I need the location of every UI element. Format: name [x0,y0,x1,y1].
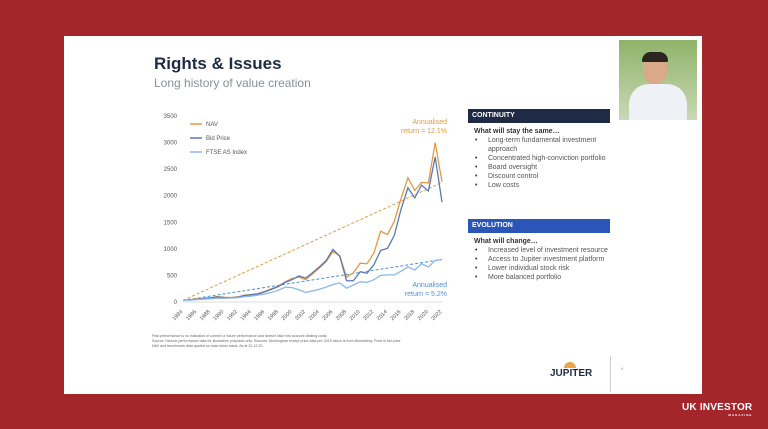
x-tick-label: 2018 [403,309,416,322]
y-tick-label: 1500 [164,220,178,226]
continuity-list: Long-term fundamental investment approac… [474,136,610,190]
continuity-header: CONTINUITY [468,109,610,123]
x-tick-label: 2004 [308,309,321,322]
x-tick-label: 2012 [362,309,375,322]
list-item: Concentrated high-conviction portfolio [474,154,610,163]
x-tick-label: 1984 [172,309,185,322]
annotation: Annualised [412,282,447,289]
slide-title: Rights & Issues [154,54,282,73]
divider [610,356,611,392]
page-number: 4 [621,366,624,371]
annotation: return = 5.2% [405,291,447,298]
x-tick-label: 2006 [321,309,334,322]
x-tick-label: 1990 [212,309,225,322]
trendline [182,258,443,301]
x-tick-label: 2002 [294,309,307,322]
list-item: Access to Jupiter investment platform [474,255,610,264]
y-tick-label: 3500 [164,114,178,120]
x-tick-label: 2010 [349,309,362,322]
x-tick-label: 1992 [226,309,239,322]
presenter-video [619,40,697,120]
x-tick-label: 1986 [185,309,198,322]
continuity-subheading: What will stay the same… [474,128,560,135]
sun-icon [564,362,576,368]
x-tick-label: 2016 [390,309,403,322]
x-tick-label: 2008 [335,309,348,322]
list-item: More balanced portfolio [474,273,610,282]
series-line-ftse-as-index [182,258,443,302]
list-item: Board oversight [474,163,610,172]
jupiter-logo: JUPITER [550,362,592,379]
x-tick-label: 2022 [431,309,444,322]
series-line-nav [182,142,443,302]
uk-investor-logo: UK INVESTOR MAGAZINE [682,402,753,417]
legend-label: NAV [206,122,218,128]
evolution-subheading: What will change… [474,238,538,245]
y-tick-label: 3000 [164,141,178,147]
x-tick-label: 2000 [281,309,294,322]
x-tick-label: 1994 [240,309,253,322]
annotation: Annualised [412,119,447,126]
x-tick-label: 1988 [199,309,212,322]
x-tick-label: 2014 [376,309,389,322]
slide-subtitle: Long history of value creation [154,76,311,90]
legend-label: Bid Price [206,136,231,142]
evolution-box: EVOLUTION What will change… Increased le… [468,219,610,282]
y-tick-label: 500 [167,273,178,279]
evolution-list: Increased level of investment resourceAc… [474,246,610,282]
footnote-line: Past performance is no indication of cur… [152,334,328,338]
y-tick-label: 2500 [164,167,178,173]
annotation: return = 12.1% [401,128,447,135]
continuity-box: CONTINUITY What will stay the same… Long… [468,109,610,190]
y-tick-label: 2000 [164,194,178,200]
trendline [182,181,443,301]
list-item: Long-term fundamental investment approac… [474,136,610,154]
list-item: Lower individual stock risk [474,264,610,273]
y-tick-label: 1000 [164,247,178,253]
presentation-slide: Rights & Issues Long history of value cr… [64,36,702,394]
x-tick-label: 1996 [253,309,266,322]
list-item: Discount control [474,172,610,181]
evolution-header: EVOLUTION [468,219,610,233]
performance-chart: 0 500 1000 1500 2000 2500 3000 3500 1984 1986 1988… [164,114,447,322]
legend-label: FTSE AS Index [206,150,247,156]
list-item: Low costs [474,181,610,190]
series-line-bid-price [182,156,443,302]
footnote: Past performance is no indication of cur… [152,334,572,349]
footnote-line: Source: Historic performance data for il… [152,339,402,343]
footnote-line: NAV and benchmark data quoted on total r… [152,344,264,348]
x-tick-label: 2020 [417,309,430,322]
list-item: Increased level of investment resource [474,246,610,255]
x-tick-label: 1998 [267,309,280,322]
y-tick-label: 0 [174,300,178,306]
